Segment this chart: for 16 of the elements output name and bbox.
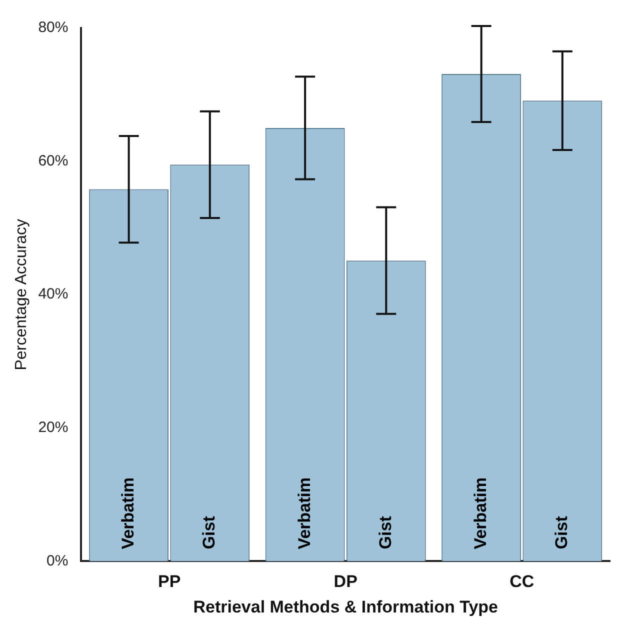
y-tick-label: 20%	[38, 419, 68, 436]
y-tick-label: 0%	[46, 552, 68, 570]
y-axis-title: Percentage Accuracy	[13, 219, 30, 370]
text: Verbatim	[294, 477, 314, 550]
y-tick-label: 80%	[38, 19, 68, 36]
series-label: Verbatim	[118, 477, 138, 550]
y-tick-label: 40%	[38, 286, 68, 303]
series-label: Gist	[200, 516, 219, 550]
y-tick-label: 60%	[38, 152, 68, 170]
x-axis-title: Retrieval Methods & Information Type	[193, 597, 498, 616]
text: Gist	[552, 516, 572, 550]
x-tick-label: PP	[158, 572, 181, 592]
text: Verbatim	[471, 477, 490, 550]
x-tick-label: DP	[334, 572, 358, 592]
text: Gist	[376, 516, 395, 550]
x-tick-label: CC	[510, 572, 534, 592]
